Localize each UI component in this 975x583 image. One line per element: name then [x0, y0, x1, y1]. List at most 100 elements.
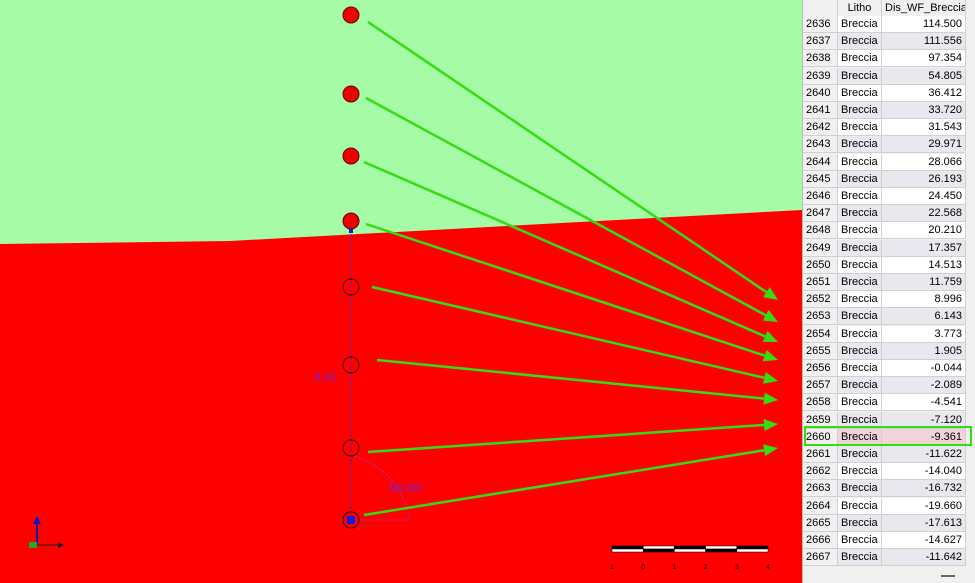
table-row[interactable]: 2665 Breccia -17.613	[803, 514, 975, 532]
arrow-line	[367, 20, 768, 294]
table-row[interactable]: 2643 Breccia 29.971	[803, 136, 975, 154]
table-row[interactable]: 2666 Breccia -14.627	[803, 532, 975, 549]
table-row[interactable]: 2640 Breccia 36.412	[803, 84, 975, 102]
arrow-line	[376, 358, 765, 400]
distance-cell: 11.759	[882, 274, 966, 291]
table-row[interactable]: 2639 Breccia 54.805	[803, 67, 975, 85]
length-label: 9.41	[314, 370, 338, 384]
distance-cell: 22.568	[882, 205, 966, 223]
table-row[interactable]: 2652 Breccia 8.996	[803, 291, 975, 309]
distance-cell: -7.120	[882, 411, 966, 429]
scale-segment	[674, 545, 706, 550]
litho-cell: Breccia	[838, 153, 882, 171]
distance-cell: 14.513	[882, 256, 966, 274]
sample-point	[342, 6, 360, 24]
header-corner	[803, 0, 838, 17]
table-row[interactable]: 2648 Breccia 20.210	[803, 222, 975, 240]
table-row[interactable]: 2658 Breccia -4.541	[803, 394, 975, 412]
litho-cell: Breccia	[838, 463, 882, 481]
distance-cell: 8.996	[882, 291, 966, 309]
arrow-line	[363, 160, 766, 338]
litho-cell: Breccia	[838, 497, 882, 515]
arrow-head	[762, 310, 778, 322]
distance-cell: -14.040	[882, 463, 966, 481]
table-row[interactable]: 2667 Breccia -11.642	[803, 549, 975, 567]
table-row[interactable]: 2647 Breccia 22.568	[803, 205, 975, 223]
table-row[interactable]: 2664 Breccia -19.660	[803, 497, 975, 515]
table-row[interactable]: 2641 Breccia 33.720	[803, 102, 975, 119]
table-row[interactable]: 2644 Breccia 28.066	[803, 153, 975, 171]
litho-cell: Breccia	[838, 170, 882, 188]
distance-cell: 1.905	[882, 342, 966, 360]
distance-cell: -14.627	[882, 532, 966, 549]
litho-cell: Breccia	[838, 222, 882, 240]
row-id: 2641	[803, 102, 838, 119]
litho-cell: Breccia	[838, 549, 882, 567]
table-row[interactable]: 2656 Breccia -0.044	[803, 360, 975, 377]
distance-cell: -0.044	[882, 360, 966, 377]
litho-cell: Breccia	[838, 514, 882, 532]
arrow-head	[763, 418, 778, 431]
scale-segment	[705, 545, 738, 550]
table-row[interactable]: 2642 Breccia 31.543	[803, 119, 975, 137]
scale-label: 1	[610, 564, 614, 571]
table-row[interactable]: 2637 Breccia 111.556	[803, 33, 975, 51]
table-row[interactable]: 2650 Breccia 14.513	[803, 256, 975, 274]
distance-cell: 36.412	[882, 84, 966, 102]
row-id: 2662	[803, 463, 838, 481]
scale-segment	[736, 548, 769, 553]
table-row[interactable]: 2649 Breccia 17.357	[803, 239, 975, 257]
table-row[interactable]: 2660 Breccia -9.361	[803, 428, 975, 446]
distance-cell: 6.143	[882, 308, 966, 326]
table-row[interactable]: 2662 Breccia -14.040	[803, 463, 975, 481]
distance-cell: 111.556	[882, 33, 966, 51]
table-row[interactable]: 2651 Breccia 11.759	[803, 274, 975, 291]
litho-cell: Breccia	[838, 325, 882, 343]
row-id: 2645	[803, 170, 838, 188]
row-id: 2636	[803, 16, 838, 33]
row-id: 2646	[803, 188, 838, 205]
map-view: 9.41 89.99° 1 0 1 2 3 4	[0, 0, 802, 583]
distance-cell: 54.805	[882, 67, 966, 85]
table-row[interactable]: 2655 Breccia 1.905	[803, 342, 975, 360]
litho-cell: Breccia	[838, 67, 882, 85]
sample-point	[342, 85, 360, 103]
row-id: 2649	[803, 239, 838, 257]
table-row[interactable]: 2653 Breccia 6.143	[803, 308, 975, 326]
table-row[interactable]: 2659 Breccia -7.120	[803, 411, 975, 429]
distance-cell: -17.613	[882, 514, 966, 532]
arrow-head	[762, 349, 778, 362]
table-header: Litho Dis_WF_Breccia	[803, 0, 975, 17]
table-row[interactable]: 2663 Breccia -16.732	[803, 480, 975, 498]
table-row[interactable]: 2645 Breccia 26.193	[803, 170, 975, 188]
litho-cell: Breccia	[838, 291, 882, 309]
row-id: 2640	[803, 84, 838, 102]
table-row[interactable]: 2636 Breccia 114.500	[803, 16, 975, 33]
table-row[interactable]: 2638 Breccia 97.354	[803, 50, 975, 68]
scale-segment	[705, 548, 738, 553]
row-id: 2658	[803, 394, 838, 412]
litho-cell: Breccia	[838, 274, 882, 291]
litho-cell: Breccia	[838, 256, 882, 274]
scale-label: 4	[766, 564, 770, 571]
row-id: 2648	[803, 222, 838, 240]
row-id: 2653	[803, 308, 838, 326]
table-row[interactable]: 2661 Breccia -11.622	[803, 446, 975, 463]
table-row[interactable]: 2646 Breccia 24.450	[803, 188, 975, 205]
axis-icon	[29, 516, 64, 548]
distance-cell: 3.773	[882, 325, 966, 343]
row-id: 2642	[803, 119, 838, 137]
row-id: 2650	[803, 256, 838, 274]
row-id: 2663	[803, 480, 838, 498]
row-id: 2651	[803, 274, 838, 291]
scale-segment	[736, 545, 769, 550]
arrow-line	[367, 423, 765, 454]
litho-cell: Breccia	[838, 50, 882, 68]
sample-point	[342, 212, 360, 230]
table-row[interactable]: 2657 Breccia -2.089	[803, 377, 975, 395]
table-row[interactable]: 2654 Breccia 3.773	[803, 325, 975, 343]
scale-bar: 1 0 1 2 3 4	[610, 545, 770, 571]
sample-point	[342, 439, 360, 457]
litho-cell: Breccia	[838, 308, 882, 326]
litho-cell: Breccia	[838, 360, 882, 377]
